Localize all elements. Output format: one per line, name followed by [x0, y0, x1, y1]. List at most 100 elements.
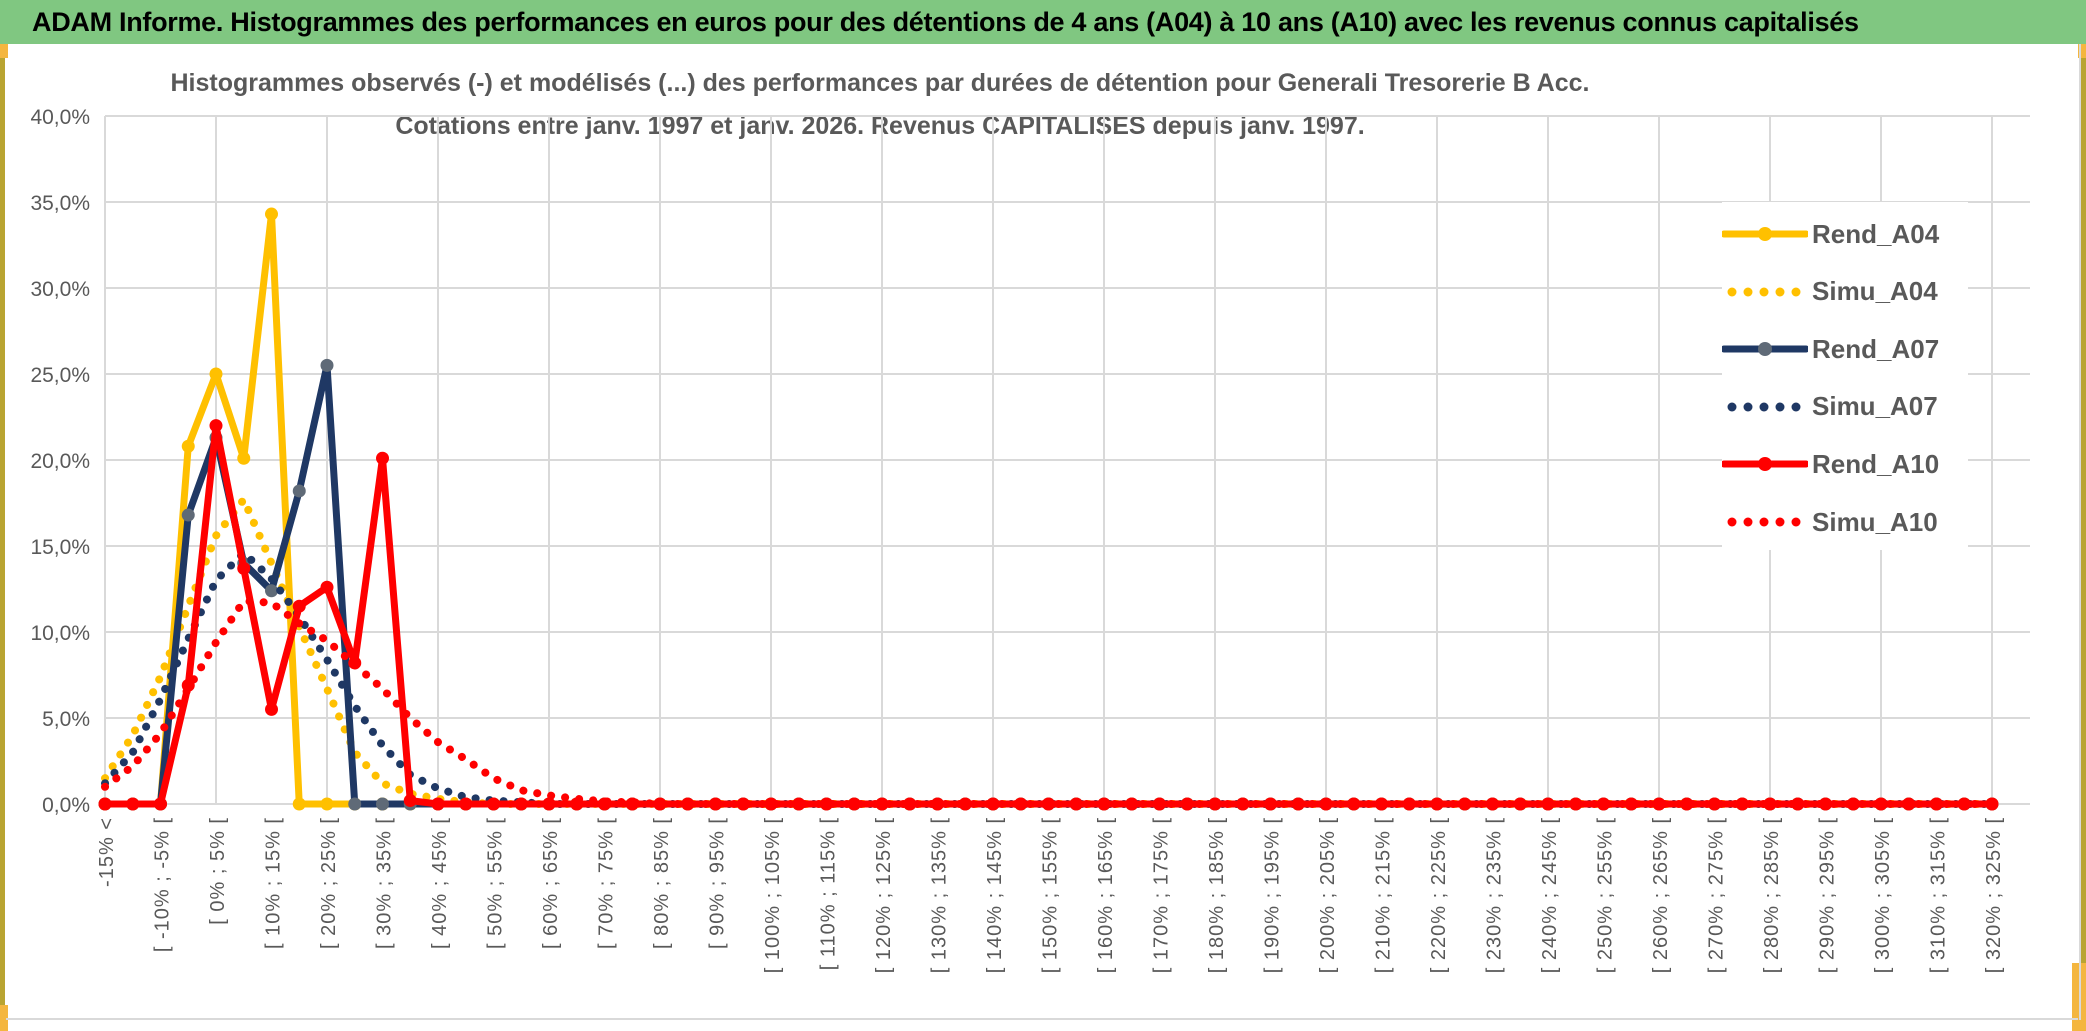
x-axis-label: [ 260% ; 265% [ — [1650, 817, 1672, 973]
data-point-marker — [292, 599, 306, 613]
chart-title-line1: Histogrammes observés (-) et modélisés (… — [170, 69, 1590, 97]
data-point-marker — [1708, 797, 1721, 811]
legend-entry-Simu_A04[interactable]: Simu_A04 — [1722, 272, 1938, 312]
x-axis-label: [ 230% ; 235% [ — [1484, 817, 1506, 973]
x-axis-label: [ 110% ; 115% [ — [818, 817, 840, 970]
x-axis-label: [ 130% ; 135% [ — [929, 817, 951, 973]
data-point-marker — [459, 797, 473, 811]
legend-key-solid-line — [1722, 342, 1808, 357]
x-axis-label: [ 60% ; 65% [ — [540, 817, 562, 949]
legend-label: Rend_A10 — [1812, 448, 1940, 479]
x-axis-label: [ 70% ; 75% [ — [596, 817, 618, 949]
x-axis-label: [ 280% ; 285% [ — [1761, 817, 1783, 973]
x-axis-label: -15% < — [96, 817, 118, 887]
gold-corner-top-right — [2078, 44, 2086, 58]
x-axis-label: [ 300% ; 305% [ — [1872, 817, 1894, 973]
sheet-border-right — [2079, 44, 2081, 1020]
data-point-marker — [1652, 797, 1666, 811]
data-point-marker — [514, 797, 528, 811]
data-point-marker — [154, 797, 167, 811]
data-point-marker — [1819, 797, 1832, 811]
y-axis-label: 15,0% — [30, 536, 90, 559]
data-point-marker — [1680, 797, 1694, 811]
data-point-marker — [903, 797, 917, 811]
data-point-marker — [376, 451, 389, 465]
x-axis-label: [ -10% ; -5% [ — [152, 817, 174, 952]
data-point-marker — [98, 797, 112, 811]
data-point-marker — [237, 451, 251, 465]
data-point-marker — [181, 439, 195, 453]
x-axis-label: [ 50% ; 55% [ — [485, 817, 507, 949]
data-point-marker — [237, 561, 251, 575]
x-axis-label: [ 220% ; 225% [ — [1428, 817, 1450, 973]
legend-key-solid-line — [1722, 457, 1808, 472]
x-axis-label: [ 30% ; 35% [ — [374, 817, 396, 949]
y-axis-label: 25,0% — [30, 364, 90, 387]
legend-label: Simu_A04 — [1812, 276, 1938, 307]
legend-entry-Rend_A04[interactable]: Rend_A04 — [1722, 214, 1939, 254]
x-axis-label: [ 310% ; 315% [ — [1928, 817, 1950, 973]
data-point-marker — [292, 797, 306, 811]
data-point-marker — [431, 797, 445, 811]
x-axis-label: [ 120% ; 125% [ — [873, 817, 895, 973]
series-Rend_A10 — [98, 419, 1999, 811]
y-axis-label: 10,0% — [30, 622, 90, 645]
x-axis-label: [ 170% ; 175% [ — [1151, 817, 1173, 973]
legend-label: Rend_A04 — [1812, 218, 1940, 249]
data-point-marker — [126, 797, 140, 811]
legend-entry-Rend_A10[interactable]: Rend_A10 — [1722, 444, 1939, 484]
x-axis-label: [ 240% ; 245% [ — [1539, 817, 1561, 973]
data-point-marker — [320, 358, 334, 372]
x-axis-label: [ 140% ; 145% [ — [984, 817, 1006, 973]
data-point-marker — [875, 797, 889, 811]
y-axis-labels: 0,0% 5,0% 10,0% 15,0% 20,0% 25,0% 30,0% 35,0% 40… — [30, 106, 90, 817]
y-axis-label: 20,0% — [30, 450, 90, 473]
data-point-marker — [320, 797, 334, 811]
x-axis-label: [ 320% ; 325% [ — [1983, 817, 2005, 973]
data-point-marker — [1791, 797, 1805, 811]
y-axis-label: 35,0% — [30, 192, 90, 215]
chart-legend[interactable]: Rend_A04 Simu_A04 Rend_A07 Simu_A07 Rend_A10… — [1722, 202, 1968, 550]
data-point-marker — [292, 484, 306, 498]
legend-entry-Simu_A10[interactable]: Simu_A10 — [1722, 502, 1938, 542]
x-axis-label: [ 250% ; 255% [ — [1595, 817, 1617, 973]
legend-key-dotted-line — [1727, 287, 1801, 297]
data-point-marker — [376, 797, 389, 811]
x-axis-label: [ 200% ; 205% [ — [1317, 817, 1339, 973]
x-axis-label: [ 40% ; 45% [ — [429, 817, 451, 949]
x-axis-label: [ 290% ; 295% [ — [1817, 817, 1839, 973]
data-point-marker — [1735, 797, 1749, 811]
x-axis-label: [ 150% ; 155% [ — [1040, 817, 1062, 973]
legend-key-dotted-line — [1727, 517, 1801, 527]
series-line-dotted — [101, 548, 1996, 808]
sheet-header-title: ADAM Informe. Histogrammes des performan… — [32, 6, 1859, 37]
data-point-marker — [209, 367, 223, 381]
legend-key-solid-line — [1722, 227, 1808, 241]
data-point-marker — [487, 797, 500, 811]
data-point-marker — [820, 797, 833, 811]
data-point-marker — [403, 794, 417, 808]
y-axis-label: 0,0% — [42, 794, 90, 817]
y-axis-label: 5,0% — [42, 708, 90, 731]
series-Simu_A10 — [101, 597, 1996, 808]
series-line-solid — [101, 422, 1996, 808]
y-axis-label: 30,0% — [30, 278, 90, 301]
x-axis-labels: -15% < [ -10% ; -5% [[ 0% ; 5% [[ 10% ; 1… — [96, 817, 2005, 973]
data-point-marker — [542, 797, 556, 811]
gold-corner-bottom-left — [0, 1005, 8, 1031]
x-axis-label: [ 100% ; 105% [ — [762, 817, 784, 973]
series-line-solid — [101, 361, 1996, 808]
x-axis-label: [ 210% ; 215% [ — [1373, 817, 1395, 973]
legend-label: Simu_A10 — [1812, 506, 1938, 537]
data-point-marker — [209, 419, 223, 433]
sheet-border-bottom — [6, 1018, 2078, 1020]
legend-label: Simu_A07 — [1812, 391, 1938, 422]
legend-label: Rend_A07 — [1812, 333, 1940, 364]
data-point-marker — [320, 580, 334, 594]
left-edge-accent — [0, 44, 5, 1031]
legend-entry-Simu_A07[interactable]: Simu_A07 — [1722, 387, 1938, 427]
gold-corner-top-left — [0, 44, 8, 58]
data-point-marker — [1763, 797, 1777, 811]
legend-entry-Rend_A07[interactable]: Rend_A07 — [1722, 329, 1939, 369]
